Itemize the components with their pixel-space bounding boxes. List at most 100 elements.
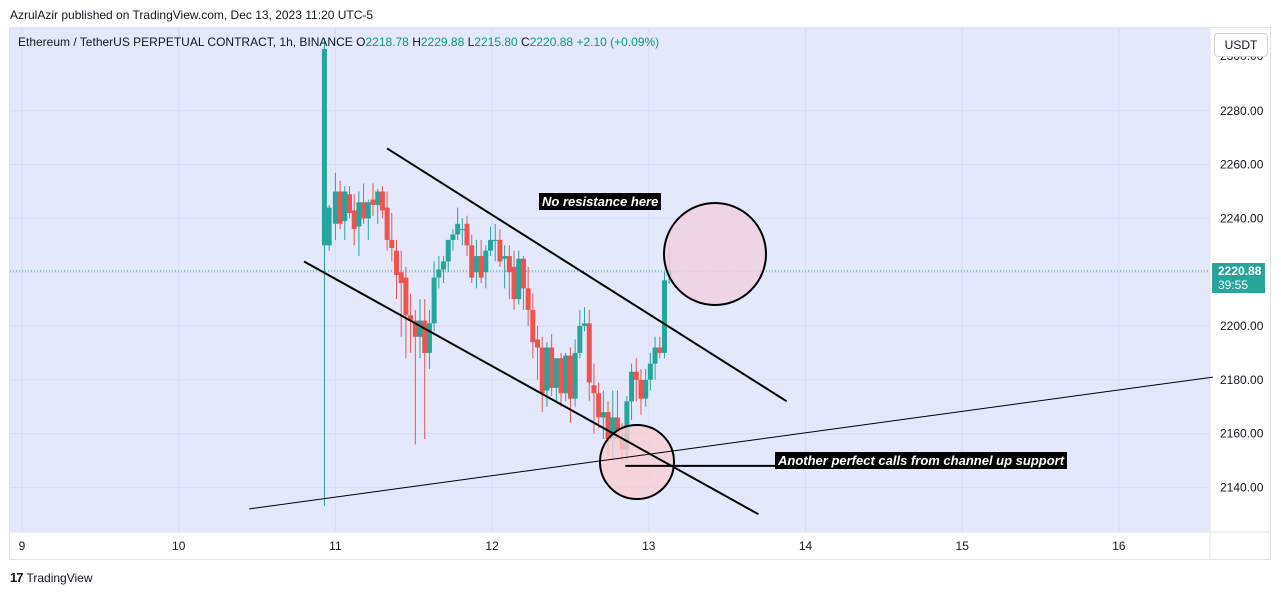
candle-body <box>539 347 545 394</box>
candle-body <box>356 202 362 227</box>
candle-body <box>558 358 564 394</box>
last-price-tag: 2220.88 39:55 <box>1212 263 1265 293</box>
candle-body <box>337 191 343 224</box>
annotation-channel-support[interactable]: Another perfect calls from channel up su… <box>775 452 1068 469</box>
target-circle[interactable] <box>663 202 767 306</box>
footer-branding: 17 TradingView <box>10 570 93 585</box>
candle-body <box>332 191 338 224</box>
candle-body <box>572 352 578 399</box>
candle-body <box>586 323 592 383</box>
candle-body <box>403 277 409 316</box>
candle-body <box>375 191 381 205</box>
candle-body <box>567 355 573 399</box>
candle-body <box>652 347 658 364</box>
candle-body <box>516 258 522 300</box>
candle-body <box>347 194 353 214</box>
trendline-ascending-support <box>249 376 1213 510</box>
candle-body <box>525 288 531 310</box>
footer-brand-text: TradingView <box>26 570 93 585</box>
candle-body <box>417 320 423 337</box>
candle-body <box>379 191 385 211</box>
time-tick-label: 13 <box>642 539 656 553</box>
candle-body <box>464 223 470 246</box>
candle-body <box>445 239 451 262</box>
candle-body <box>342 191 348 222</box>
symbol-legend: Ethereum / TetherUS PERPETUAL CONTRACT, … <box>18 35 659 49</box>
candle-body <box>511 266 517 300</box>
candle-body <box>661 280 667 353</box>
trendline-channel-upper <box>386 147 788 403</box>
change-value: +2.10 (+0.09%) <box>576 35 660 49</box>
time-tick-label: 14 <box>799 539 813 553</box>
open-value: 2218.78 <box>365 35 409 49</box>
tradingview-logo-icon: 17 <box>10 570 24 585</box>
candle-body <box>610 417 616 439</box>
close-value: 2220.88 <box>529 35 574 49</box>
candle-body <box>549 347 555 388</box>
time-axis-labels: 9 10 11 12 13 14 15 16 <box>19 539 1126 553</box>
candle-body <box>483 250 489 273</box>
price-tick-label: 2140.00 <box>1220 480 1264 494</box>
candle-body <box>351 210 357 230</box>
candle-body <box>488 239 494 251</box>
price-tick-label: 2240.00 <box>1220 211 1264 225</box>
candle-body <box>422 320 428 353</box>
time-tick-label: 16 <box>1112 539 1126 553</box>
published-caption: AzrulAzir published on TradingView.com, … <box>10 8 374 22</box>
price-tick-label: 2160.00 <box>1220 427 1264 441</box>
price-tick-label: 2280.00 <box>1220 104 1264 118</box>
candle-body <box>596 393 602 418</box>
candle-body <box>394 250 400 275</box>
annotation-no-resistance[interactable]: No resistance here <box>539 193 662 210</box>
price-tick-label: 2260.00 <box>1220 158 1264 172</box>
candle-body <box>321 48 327 246</box>
candle-body <box>436 269 442 278</box>
time-tick-label: 9 <box>19 539 26 553</box>
candle-body <box>389 239 395 248</box>
time-tick-label: 11 <box>329 539 342 553</box>
candle-body <box>431 277 437 324</box>
time-tick-label: 10 <box>172 539 186 553</box>
high-value: 2229.88 <box>420 35 465 49</box>
candle-body <box>657 347 663 353</box>
countdown-value: 39:55 <box>1218 278 1249 292</box>
candle-body <box>638 379 644 399</box>
candle-body <box>643 379 649 399</box>
candle-body <box>426 323 432 353</box>
candle-body <box>520 258 526 289</box>
candle-body <box>535 339 541 348</box>
candle-body <box>577 326 583 353</box>
candle-body <box>497 239 503 262</box>
chart-frame <box>9 27 1271 560</box>
candle-body <box>553 358 559 388</box>
candle-body <box>478 256 484 278</box>
candle-body <box>614 417 620 439</box>
candle-body <box>408 315 414 321</box>
support-circle[interactable] <box>599 424 675 500</box>
time-tick-label: 12 <box>485 539 499 553</box>
candle-body <box>544 347 550 391</box>
candle-body <box>469 245 475 278</box>
candle-body <box>633 371 639 380</box>
candle-body <box>591 385 597 394</box>
candle-body <box>502 256 508 259</box>
symbol-title: Ethereum / TetherUS PERPETUAL CONTRACT, … <box>18 35 353 49</box>
candle-body <box>412 320 418 337</box>
candle-body <box>384 207 390 240</box>
low-value: 2215.80 <box>474 35 518 49</box>
high-label: H <box>412 35 421 49</box>
time-tick-label: 15 <box>956 539 970 553</box>
candle-body <box>605 412 611 439</box>
currency-button[interactable]: USDT <box>1214 33 1268 57</box>
candle-body <box>361 202 367 219</box>
candle-body <box>563 355 569 394</box>
trendline-channel-lower <box>303 260 759 516</box>
candle-body <box>450 234 456 240</box>
close-label: C <box>521 35 530 49</box>
candle-body <box>647 363 653 380</box>
price-tick-label: 2180.00 <box>1220 373 1264 387</box>
candle-body <box>459 229 465 231</box>
candle-body <box>326 207 332 246</box>
candle-body <box>629 371 635 402</box>
